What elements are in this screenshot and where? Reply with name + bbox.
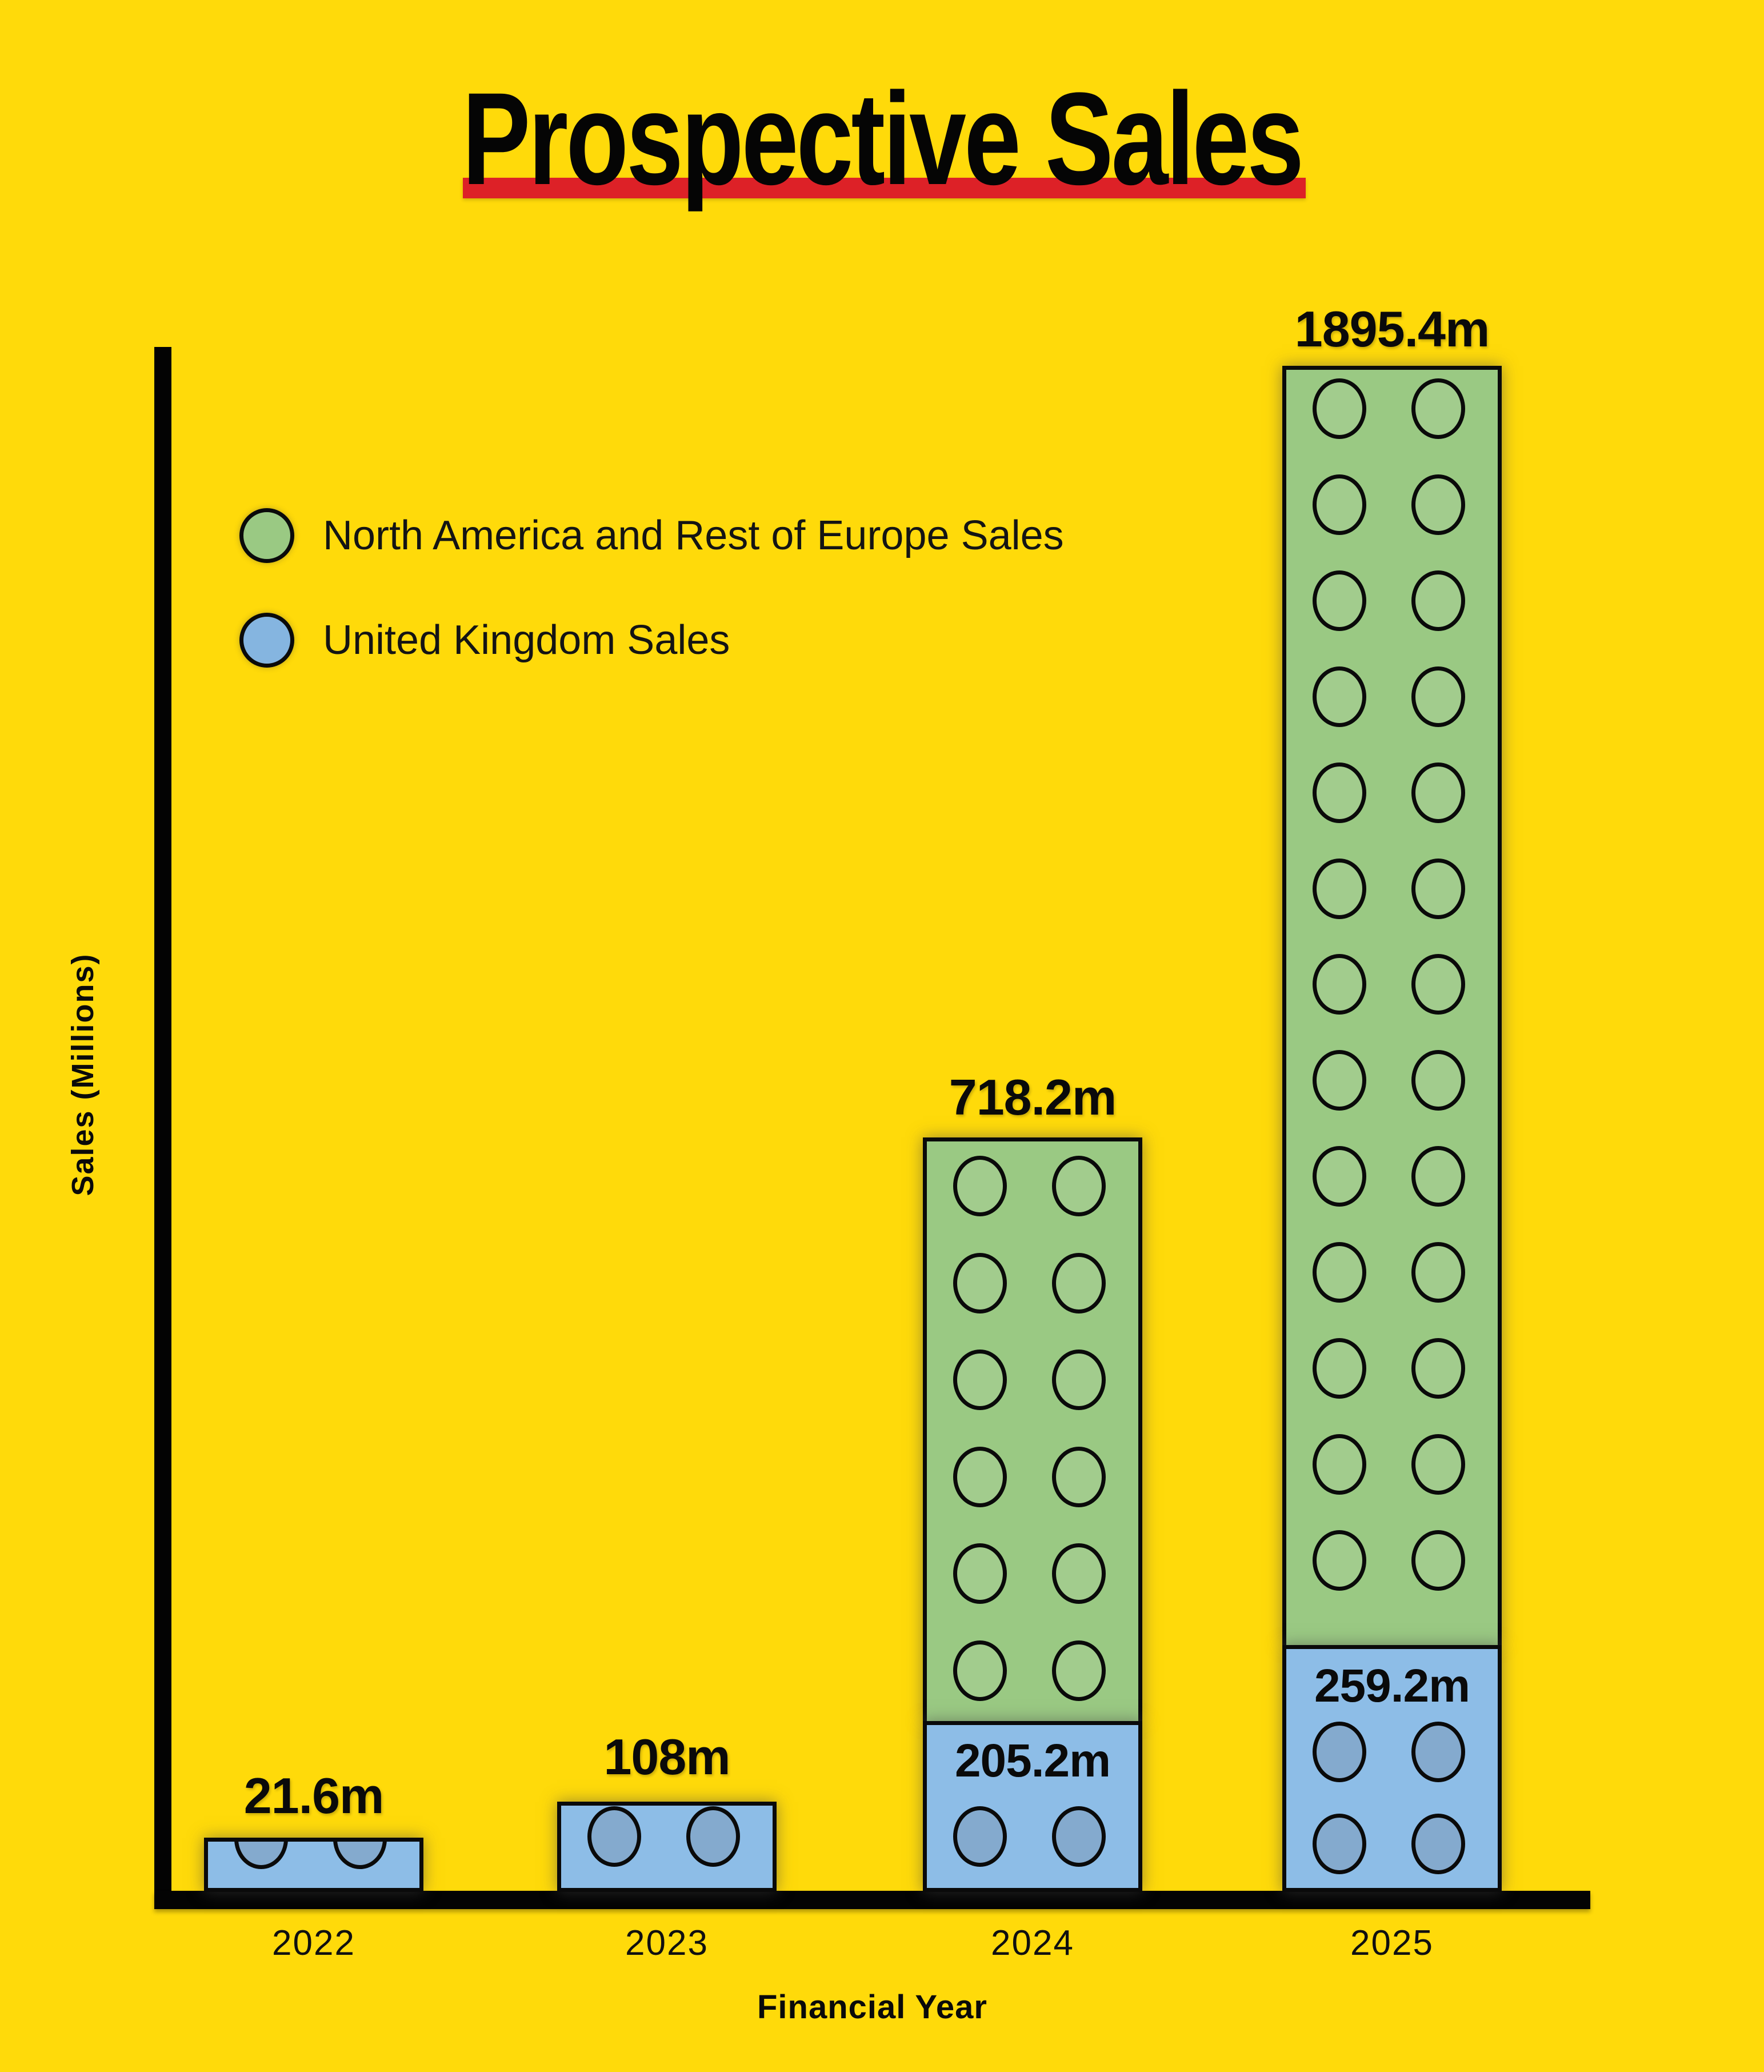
- y-axis-line: [154, 347, 171, 1909]
- lego-stud-icon: [234, 1842, 288, 1869]
- lego-stud-icon: [1411, 1814, 1465, 1874]
- bar-segment-uk: [204, 1838, 423, 1892]
- lego-stud-icon: [1411, 954, 1465, 1015]
- lego-stud-icon: [1313, 1530, 1366, 1591]
- x-axis-line: [154, 1891, 1590, 1909]
- lego-stud-icon: [1313, 1434, 1366, 1495]
- title-underline: [463, 178, 1306, 198]
- x-tick-label: 2025: [1350, 1923, 1434, 1963]
- lego-stud-icon: [1313, 666, 1366, 727]
- lego-stud-icon: [1313, 1338, 1366, 1399]
- bar-segment-uk: [557, 1802, 777, 1892]
- lego-stud-icon: [1411, 378, 1465, 439]
- x-axis-label: Financial Year: [757, 1989, 988, 2026]
- bar-total-label: 718.2m: [949, 1069, 1117, 1125]
- lego-stud-icon: [1411, 1530, 1465, 1591]
- lego-stud-icon: [953, 1447, 1007, 1507]
- lego-stud-icon: [953, 1253, 1007, 1314]
- lego-stud-icon: [1313, 1050, 1366, 1111]
- lego-stud-icon: [1411, 1338, 1465, 1399]
- bar-segment-na-europe: [923, 1137, 1142, 1721]
- legend-label: United Kingdom Sales: [323, 617, 730, 663]
- lego-stud-icon: [953, 1350, 1007, 1410]
- bar-inside-label-uk: 259.2m: [1314, 1660, 1470, 1712]
- bar-total-label: 21.6m: [243, 1767, 385, 1824]
- lego-stud-icon: [686, 1806, 740, 1867]
- lego-stud-icon: [333, 1842, 387, 1869]
- lego-stud-icon: [1313, 762, 1366, 823]
- lego-stud-icon: [1411, 474, 1465, 535]
- page-title: Prospective Sales: [462, 65, 1304, 212]
- bar-total-label: 1895.4m: [1294, 301, 1490, 357]
- lego-stud-icon: [953, 1806, 1007, 1867]
- lego-stud-icon: [1411, 1050, 1465, 1111]
- lego-stud-icon: [953, 1640, 1007, 1701]
- lego-stud-icon: [1313, 1146, 1366, 1207]
- lego-stud-icon: [1313, 570, 1366, 631]
- lego-stud-icon: [1052, 1640, 1106, 1701]
- lego-stud-icon: [1313, 1722, 1366, 1782]
- lego-stud-icon: [1052, 1543, 1106, 1604]
- lego-stud-icon: [1411, 762, 1465, 823]
- x-tick-label: 2024: [991, 1923, 1074, 1963]
- na-europe-legend-circle-icon: [239, 508, 294, 563]
- lego-stud-icon: [1313, 1814, 1366, 1874]
- lego-stud-icon: [953, 1156, 1007, 1216]
- lego-stud-icon: [1411, 859, 1465, 919]
- uk-legend-circle-icon: [239, 613, 294, 668]
- y-axis-label: Sales (Millions): [66, 953, 100, 1196]
- lego-stud-icon: [1411, 1242, 1465, 1303]
- lego-stud-icon: [1313, 954, 1366, 1015]
- lego-stud-icon: [1313, 474, 1366, 535]
- bar-segment-na-europe: [1282, 366, 1502, 1645]
- lego-stud-icon: [1052, 1350, 1106, 1410]
- bar-total-label: 108m: [603, 1728, 730, 1785]
- lego-stud-icon: [953, 1543, 1007, 1604]
- x-tick-label: 2023: [625, 1923, 709, 1963]
- x-tick-label: 2022: [272, 1923, 355, 1963]
- lego-stud-icon: [1052, 1447, 1106, 1507]
- bar-segment-uk: 259.2m: [1282, 1645, 1502, 1892]
- lego-stud-icon: [1411, 1722, 1465, 1782]
- lego-stud-icon: [1052, 1156, 1106, 1216]
- lego-stud-icon: [1411, 1434, 1465, 1495]
- bar-inside-label-uk: 205.2m: [954, 1735, 1111, 1787]
- lego-stud-icon: [1052, 1806, 1106, 1867]
- lego-stud-icon: [1313, 1242, 1366, 1303]
- lego-stud-icon: [1411, 570, 1465, 631]
- lego-stud-icon: [1411, 1146, 1465, 1207]
- lego-stud-icon: [1313, 378, 1366, 439]
- bar-segment-uk: 205.2m: [923, 1721, 1142, 1892]
- legend-label: North America and Rest of Europe Sales: [323, 513, 1064, 558]
- lego-stud-icon: [1052, 1253, 1106, 1314]
- lego-stud-icon: [1313, 859, 1366, 919]
- lego-stud-icon: [1411, 666, 1465, 727]
- lego-stud-icon: [587, 1806, 641, 1867]
